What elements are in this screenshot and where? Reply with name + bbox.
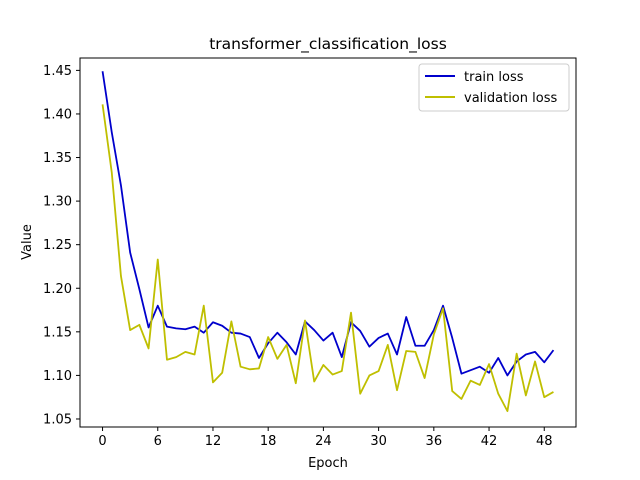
y-tick-label: 1.05 xyxy=(43,412,72,427)
x-axis-label: Epoch xyxy=(308,456,348,471)
series-line-validation-loss xyxy=(101,104,554,413)
x-tick-label: 6 xyxy=(154,434,162,449)
y-tick-label: 1.25 xyxy=(43,238,72,253)
y-tick-label: 1.40 xyxy=(43,107,72,122)
y-tick-label: 1.20 xyxy=(43,282,72,297)
plot-lines xyxy=(101,71,555,413)
x-tick-label: 48 xyxy=(536,434,553,449)
legend-box xyxy=(418,63,570,112)
x-tick-label: 36 xyxy=(426,434,443,449)
x-tick-label: 0 xyxy=(98,434,106,449)
chart-title: transformer_classification_loss xyxy=(209,35,447,54)
legend-label-train-loss: train loss xyxy=(464,70,524,85)
x-tick-label: 30 xyxy=(370,434,387,449)
axis-ticks: 0 6 12 18 24 30 36 42 48 1.05 1.10 1.15 1.20 1.25 1.30… xyxy=(43,64,552,449)
x-tick-label: 24 xyxy=(315,434,332,449)
legend: train loss validation loss xyxy=(418,63,570,112)
series-line-train-loss xyxy=(101,71,555,377)
y-tick-label: 1.15 xyxy=(43,325,72,340)
x-tick-label: 12 xyxy=(205,434,222,449)
plot-frame xyxy=(79,57,577,428)
x-tick-label: 18 xyxy=(260,434,277,449)
y-tick-label: 1.30 xyxy=(43,195,72,210)
x-tick-label: 42 xyxy=(481,434,498,449)
y-tick-label: 1.35 xyxy=(43,151,72,166)
y-tick-label: 1.10 xyxy=(43,369,72,384)
y-tick-label: 1.45 xyxy=(43,64,72,79)
legend-label-validation-loss: validation loss xyxy=(464,91,557,106)
y-axis-label: Value xyxy=(20,224,35,260)
